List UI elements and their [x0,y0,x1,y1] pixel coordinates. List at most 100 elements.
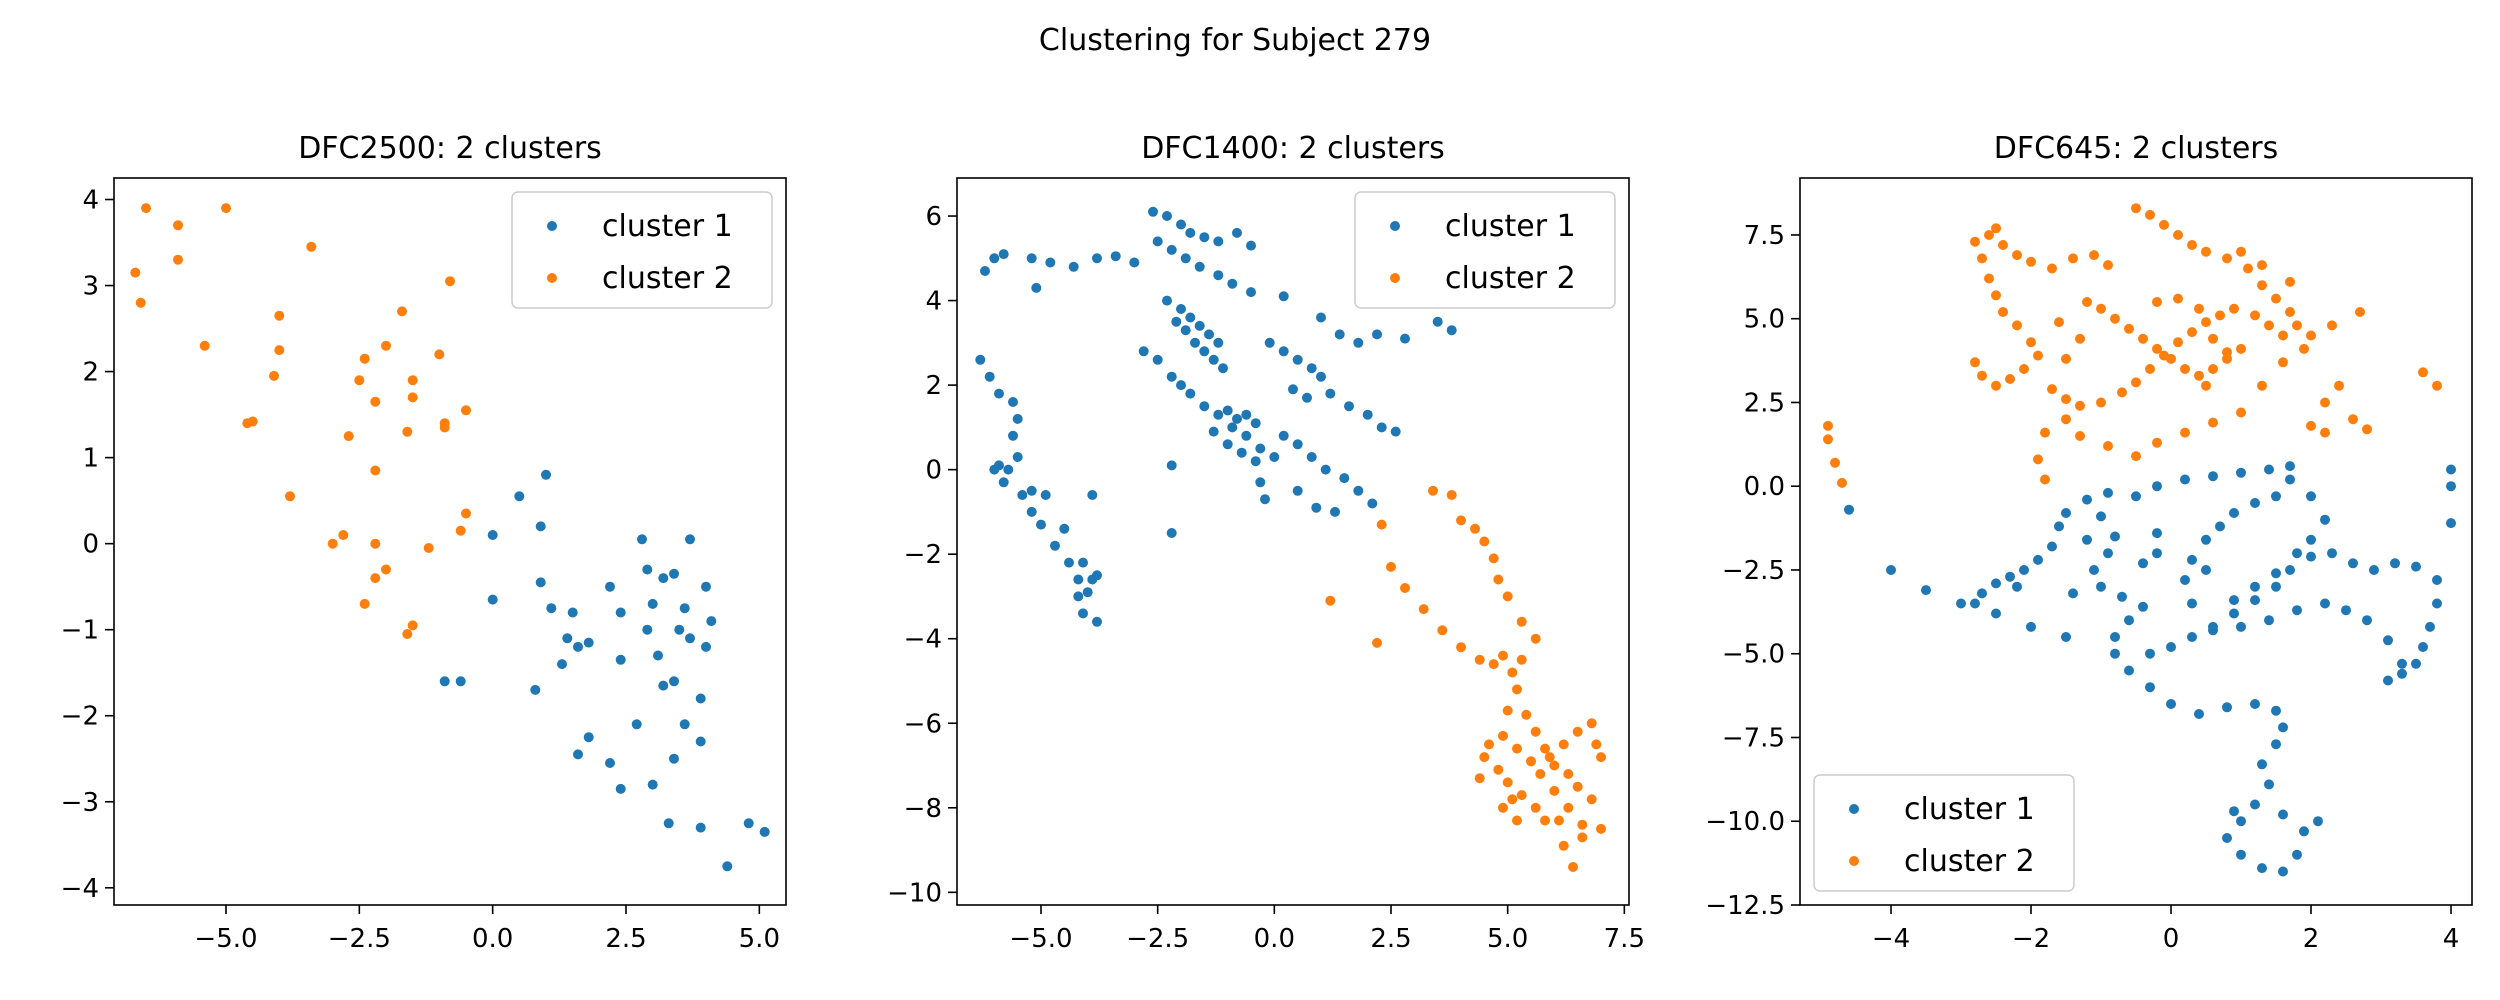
data-point-cluster-1 [647,598,658,609]
legend-label: cluster 2 [1445,261,1576,296]
data-point-cluster-2 [1474,773,1485,784]
x-tick-label: −2.5 [328,924,391,954]
data-point-cluster-1 [1031,282,1042,293]
data-point-cluster-2 [2068,253,2078,264]
data-point-cluster-1 [1166,244,1177,255]
data-point-cluster-2 [1530,633,1541,644]
chart-title: DFC1400: 2 clusters [1141,131,1445,166]
data-point-cluster-1 [674,624,685,635]
legend: cluster 1 cluster 2 [511,191,773,309]
data-point-cluster-1 [2215,521,2225,532]
data-point-cluster-1 [1204,329,1214,340]
data-point-cluster-2 [2208,364,2218,374]
data-point-cluster-1 [1078,608,1088,619]
data-point-cluster-1 [1176,219,1186,230]
data-point-cluster-1 [2152,528,2162,539]
data-point-cluster-2 [1512,743,1522,754]
y-tick-label: 4 [82,186,99,216]
data-point-cluster-1 [605,758,615,768]
data-point-cluster-2 [1516,616,1527,627]
data-point-cluster-1 [1092,253,1102,264]
legend-box [511,191,773,309]
data-point-cluster-1 [2054,521,2064,532]
data-point-cluster-1 [2096,581,2106,592]
y-tick-label: −6 [904,709,942,739]
data-point-cluster-2 [2194,370,2204,381]
data-point-cluster-2 [2131,377,2141,388]
data-point-cluster-2 [1991,380,2001,391]
data-point-cluster-1 [2236,849,2246,860]
data-point-cluster-1 [2264,779,2274,790]
data-point-cluster-1 [2369,565,2379,575]
data-point-cluster-1 [2432,598,2442,609]
data-point-cluster-2 [2285,307,2295,317]
data-point-cluster-1 [1222,405,1233,416]
y-tick-label: −10 [887,878,942,908]
data-point-cluster-2 [1512,815,1522,826]
x-tick-label: 5.0 [739,924,780,954]
data-point-cluster-1 [1176,304,1186,314]
data-point-cluster-1 [1292,485,1303,496]
data-point-cluster-1 [1320,464,1331,475]
data-point-cluster-1 [2278,722,2288,733]
data-point-cluster-1 [2271,568,2281,579]
data-point-cluster-1 [994,388,1004,399]
data-point-cluster-2 [2152,343,2162,354]
legend: cluster 1 cluster 2 [1354,191,1616,309]
data-point-cluster-2 [1984,273,1994,284]
data-point-cluster-1 [2082,494,2092,505]
data-point-cluster-2 [2201,380,2211,391]
x-tick-label: 2.5 [605,924,646,954]
x-tick-label: 7.5 [1604,924,1645,954]
data-point-cluster-2 [1977,370,1987,381]
data-point-cluster-2 [1558,840,1569,851]
data-point-cluster-2 [2152,437,2162,448]
data-point-cluster-2 [1998,307,2008,317]
data-point-cluster-1 [1208,354,1219,365]
data-point-cluster-2 [1428,485,1438,496]
data-point-cluster-2 [1526,756,1536,767]
data-point-cluster-1 [1162,211,1172,221]
legend-label: cluster 2 [602,261,733,296]
y-tick-label: 0 [82,530,99,560]
data-point-cluster-1 [2096,511,2106,522]
data-point-cluster-1 [455,676,466,687]
data-point-cluster-2 [2264,320,2274,331]
data-point-cluster-1 [1092,570,1102,581]
data-point-cluster-1 [679,603,690,614]
axes-frame [1799,177,2473,906]
data-point-cluster-2 [2089,250,2099,261]
data-point-cluster-1 [2124,665,2134,676]
data-point-cluster-2 [2334,380,2344,391]
data-point-cluster-1 [2285,474,2295,485]
data-point-cluster-2 [439,422,450,433]
data-point-cluster-1 [1068,261,1079,272]
data-point-cluster-1 [1180,253,1191,264]
data-point-cluster-1 [1166,460,1177,471]
chart-title: DFC645: 2 clusters [1994,131,2279,166]
data-point-cluster-1 [695,693,706,704]
data-point-cluster-1 [642,564,653,575]
data-point-cluster-1 [1138,346,1149,357]
data-point-cluster-2 [1498,802,1508,813]
data-point-cluster-1 [1073,591,1084,602]
data-point-cluster-2 [1372,637,1382,648]
chart-panels: DFC2500: 2 clusters −5.0 −2.5 0.0 2.5 5.0 −4 −3… [61,131,2473,954]
data-point-cluster-2 [2047,263,2057,274]
data-point-cluster-1 [1344,401,1354,412]
data-point-cluster-2 [1516,790,1527,801]
data-point-cluster-1 [2194,709,2204,719]
data-point-cluster-2 [1535,769,1546,779]
data-point-cluster-1 [1278,430,1289,441]
data-point-cluster-1 [1166,371,1177,382]
data-point-cluster-1 [1306,363,1317,374]
legend-marker-cluster-1 [1849,804,1859,814]
data-point-cluster-2 [1970,357,1980,368]
data-point-cluster-2 [2201,317,2211,328]
data-point-cluster-1 [1956,598,1966,609]
data-point-cluster-2 [434,349,445,360]
data-point-cluster-1 [557,659,567,670]
data-point-cluster-1 [1362,409,1373,420]
data-point-cluster-2 [1516,654,1527,665]
data-point-cluster-1 [2306,491,2316,502]
